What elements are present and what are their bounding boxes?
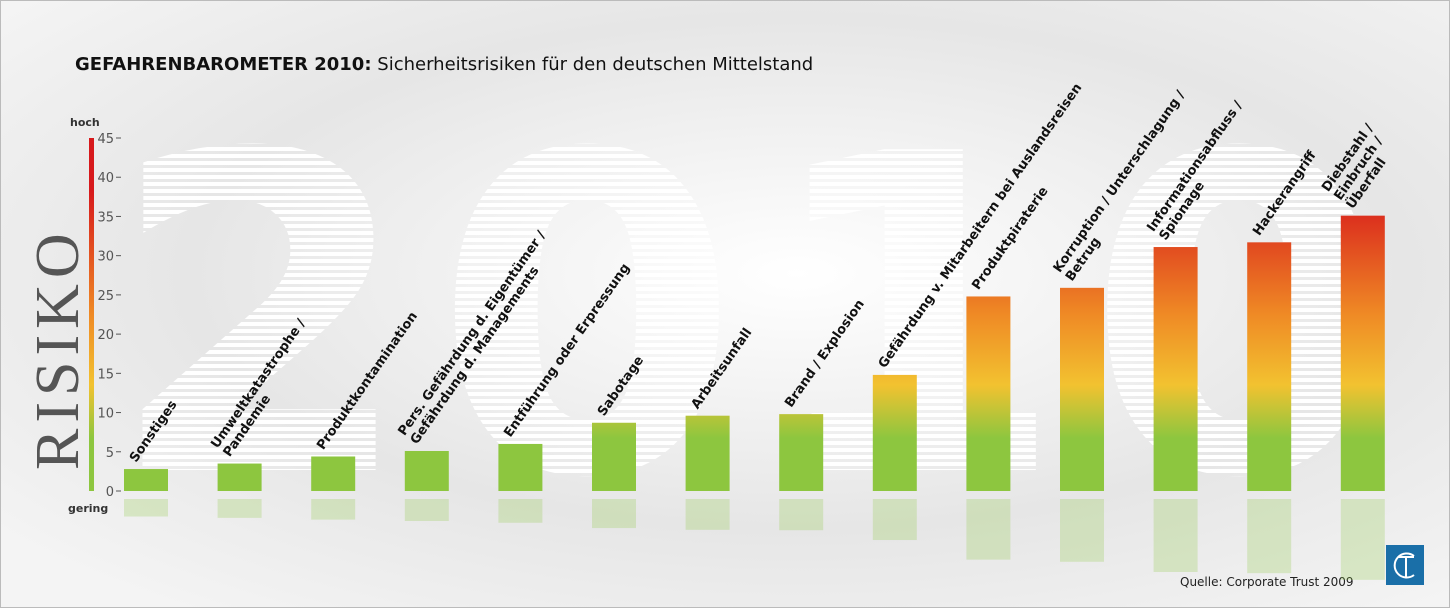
bar	[405, 451, 449, 491]
chart: GEFAHRENBAROMETER 2010: Sicherheitsrisik…	[0, 0, 1450, 608]
bar-reflection	[592, 499, 636, 528]
bar-reflection	[218, 499, 262, 518]
bar	[779, 414, 823, 491]
bar-reflection	[405, 499, 449, 521]
y-tick-label: 10	[97, 407, 114, 422]
bar-reflection	[1060, 499, 1104, 562]
y-tick-label: 5	[106, 446, 114, 461]
y-tick-label: 15	[97, 367, 114, 382]
y-axis-label: RISIKO	[24, 227, 92, 470]
y-tick-label: 30	[97, 250, 114, 265]
bar-reflection	[1341, 499, 1385, 580]
bar	[1154, 247, 1198, 491]
y-tick-label: 25	[97, 289, 114, 304]
bar-reflection	[779, 499, 823, 530]
y-tick-label: 35	[97, 210, 114, 225]
bar-reflection	[873, 499, 917, 540]
bar-reflection	[1247, 499, 1291, 573]
logo	[1386, 545, 1424, 585]
bar	[966, 296, 1010, 491]
bar	[498, 444, 542, 491]
bar-reflection	[1154, 499, 1198, 572]
bar	[1247, 242, 1291, 491]
bar-reflection	[124, 499, 168, 516]
y-scale-bar	[89, 138, 94, 491]
bar	[592, 423, 636, 491]
bar	[1341, 216, 1385, 491]
y-tick-label: 20	[97, 328, 114, 343]
y-tick-label: 0	[106, 485, 114, 500]
y-tick-label: 45	[97, 132, 114, 147]
source: Quelle: Corporate Trust 2009	[1180, 575, 1354, 589]
y-tick-label: 40	[97, 171, 114, 186]
bar	[218, 464, 262, 491]
bar	[124, 469, 168, 491]
bar	[686, 416, 730, 491]
bar	[1060, 288, 1104, 491]
bar	[311, 456, 355, 491]
bar	[873, 375, 917, 491]
y-high-label: hoch	[70, 116, 100, 129]
bar-reflection	[311, 499, 355, 520]
bar-reflection	[498, 499, 542, 523]
bar-reflection	[686, 499, 730, 530]
y-low-label: gering	[68, 502, 108, 515]
bar-reflection	[966, 499, 1010, 560]
